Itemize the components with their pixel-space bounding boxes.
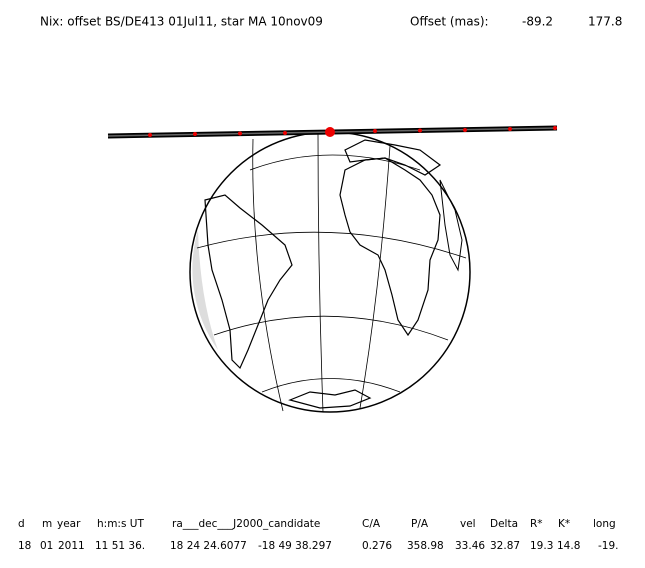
offset-value: -89.2 <box>522 15 553 29</box>
cell: 358.98 <box>407 540 444 552</box>
south-america <box>204 194 293 370</box>
cell: 18 <box>18 540 31 552</box>
asia-edge <box>439 179 463 272</box>
parallel <box>261 378 401 393</box>
parallel <box>196 231 467 259</box>
meridian <box>252 138 284 412</box>
time-dot <box>193 132 197 136</box>
column-header: P/A <box>411 518 429 530</box>
column-header: R* <box>530 518 543 530</box>
cell: 01 <box>40 540 53 552</box>
cell: 0.276 <box>362 540 392 552</box>
parallel <box>249 154 421 171</box>
antarctica <box>288 389 372 409</box>
offset-label: Offset (mas): <box>410 15 489 29</box>
meridian <box>317 132 324 413</box>
time-dot <box>418 128 422 133</box>
text-layer: Nix: offset BS/DE413 01Jul11, star MA 10… <box>40 15 622 29</box>
globe-outline <box>189 131 471 413</box>
cell: 2011 <box>58 540 85 552</box>
time-dot <box>463 128 467 132</box>
cell: 14.8 <box>557 540 580 552</box>
globe <box>189 131 471 413</box>
cell: 18 24 24.6077 <box>170 540 247 552</box>
time-dot <box>238 131 242 136</box>
title: Nix: offset BS/DE413 01Jul11, star MA 10… <box>40 15 323 29</box>
cell: -18 49 38.297 <box>258 540 332 552</box>
cell: 11 51 36. <box>95 540 145 552</box>
result-table: d m year h:m:s UT ra___dec___J2000_candidate… <box>18 518 619 552</box>
cell: 33.46 <box>455 540 485 552</box>
column-header: h:m:s UT <box>97 518 144 530</box>
column-header: long <box>593 518 616 530</box>
column-header: ra___dec___J2000_candidate <box>172 518 320 530</box>
time-dot <box>148 133 152 137</box>
europe <box>344 139 442 176</box>
column-header: vel <box>460 518 476 530</box>
time-dot <box>373 129 377 133</box>
cell: 19.3 <box>530 540 553 552</box>
limb-shade <box>192 230 218 350</box>
column-header: C/A <box>362 518 381 530</box>
africa <box>339 157 441 337</box>
parallel <box>213 315 449 341</box>
time-dot <box>283 131 287 135</box>
column-header: year <box>57 518 81 530</box>
time-dots <box>148 126 557 137</box>
time-dot <box>553 126 557 130</box>
column-header: d <box>18 518 25 530</box>
meridian <box>359 145 391 409</box>
central-time-dot <box>325 127 335 137</box>
column-header: K* <box>558 518 570 530</box>
cell: 32.87 <box>490 540 520 552</box>
offset-value: 177.8 <box>588 15 622 29</box>
cell: -19. <box>598 540 619 552</box>
time-dot <box>508 127 512 131</box>
column-header: Delta <box>490 518 518 530</box>
shadow-path <box>107 125 558 139</box>
column-header: m <box>42 518 52 530</box>
